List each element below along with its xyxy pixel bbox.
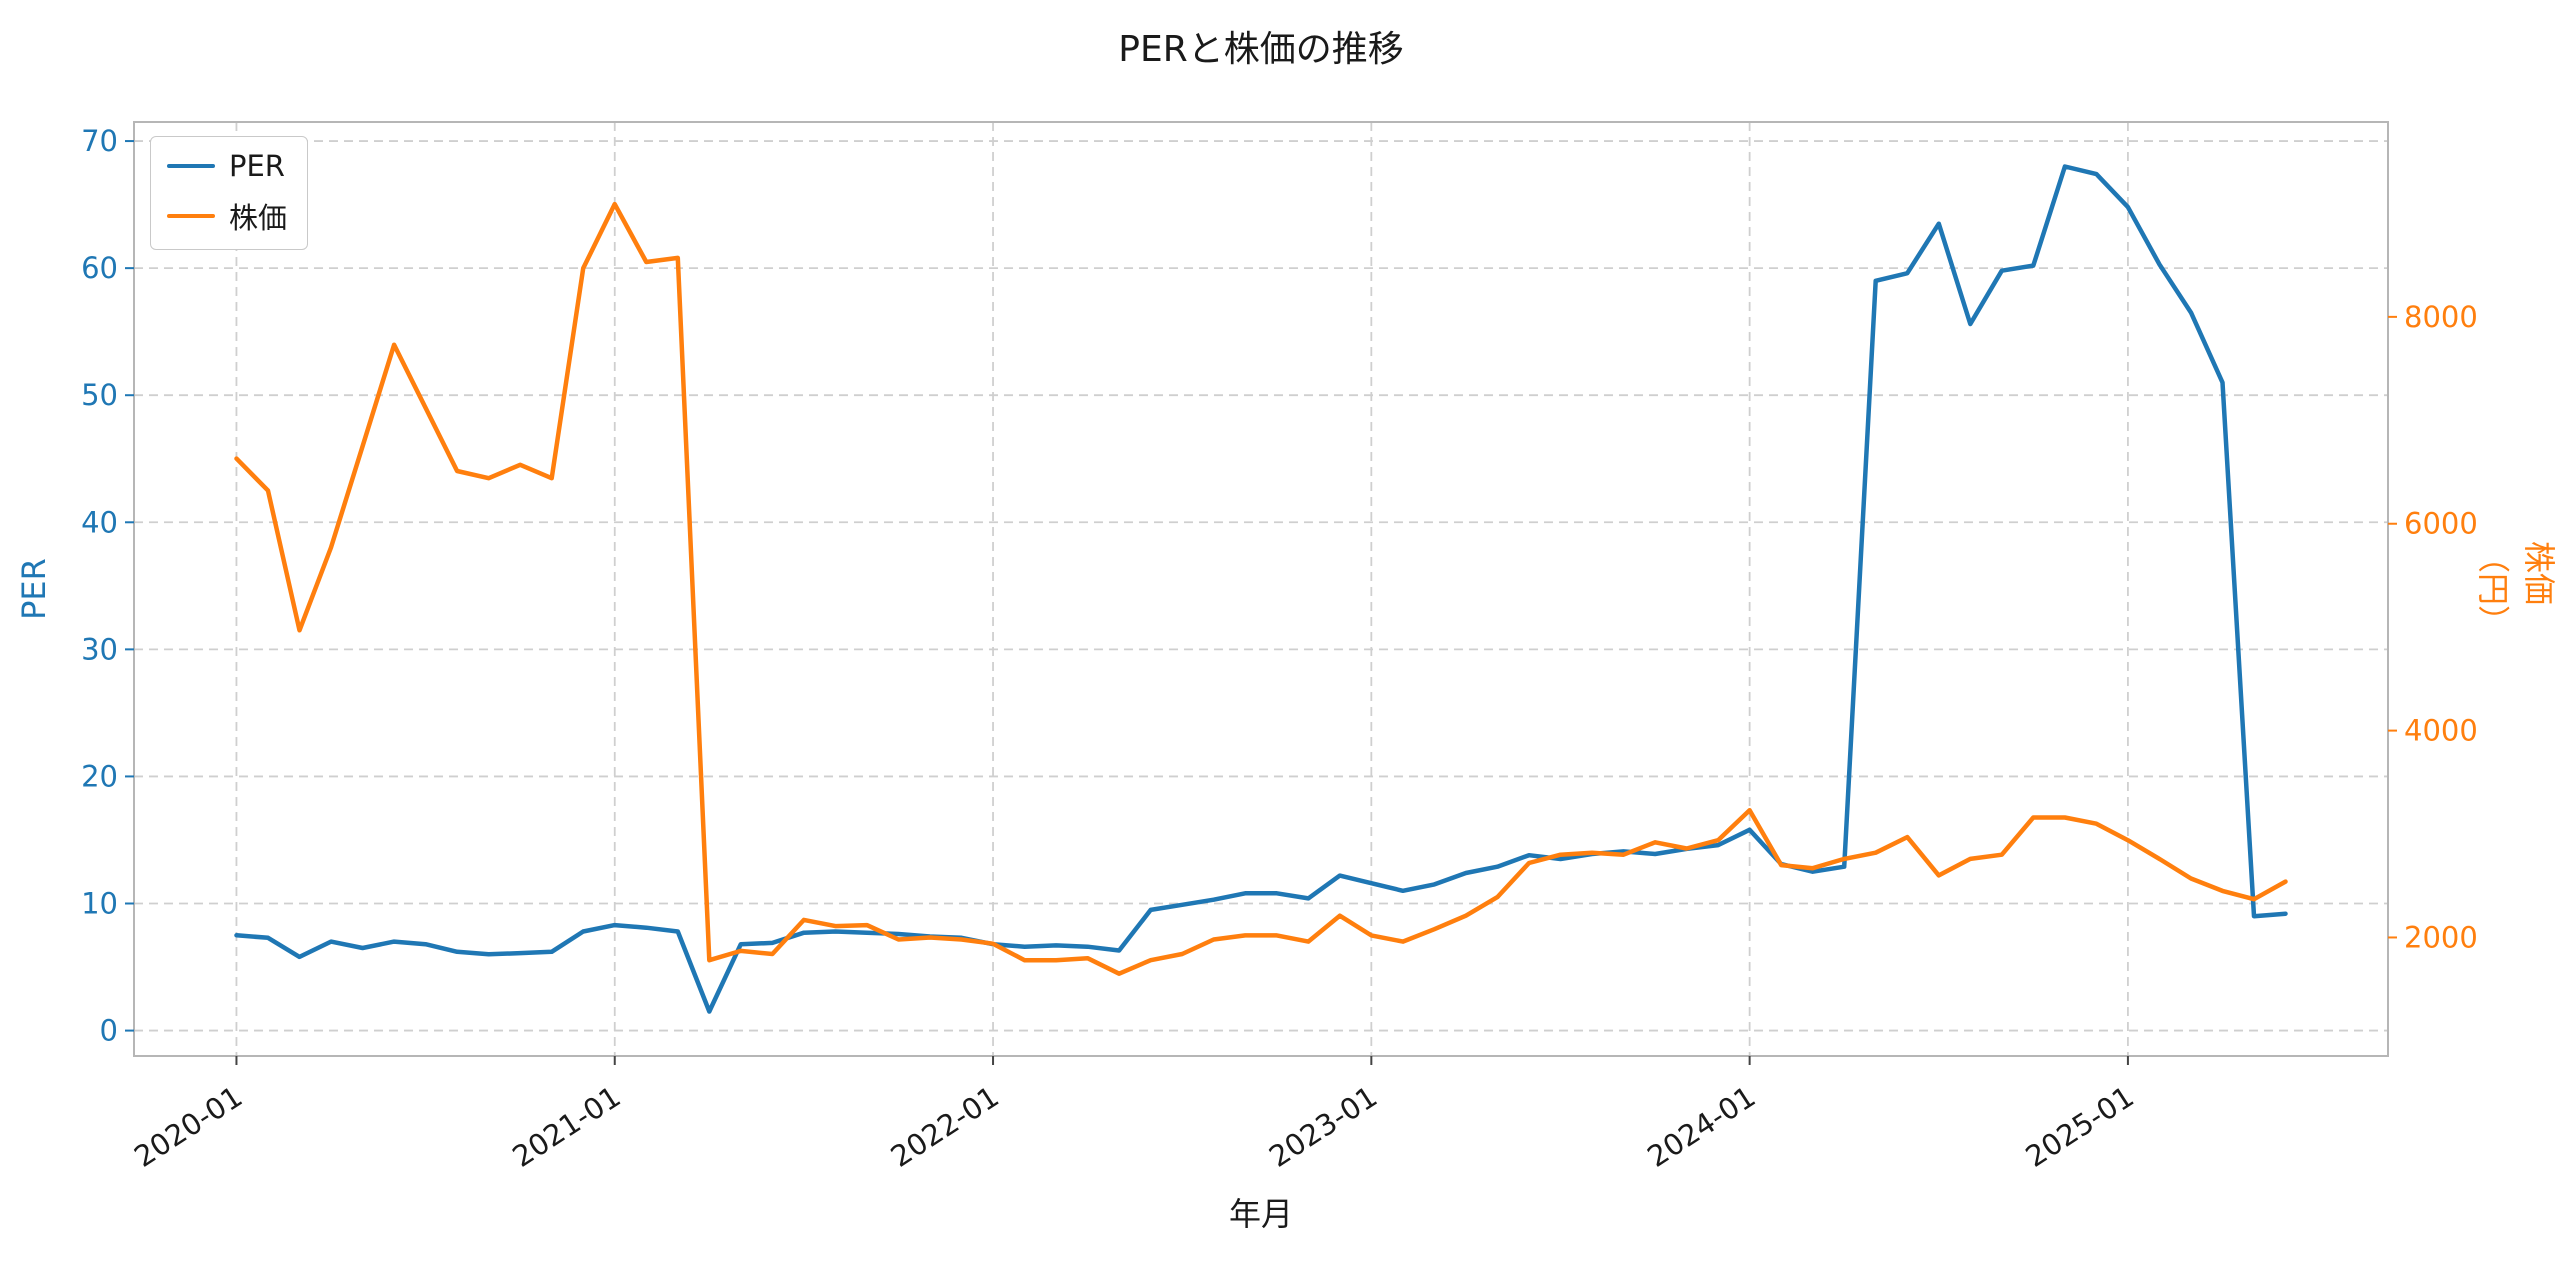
legend-label-per: PER bbox=[229, 149, 285, 183]
chart-title: PERと株価の推移 bbox=[1118, 29, 1404, 70]
per-line-swatch bbox=[167, 163, 215, 169]
y-tick-label-left: 50 bbox=[81, 378, 118, 412]
y-tick-label-left: 40 bbox=[81, 505, 118, 539]
kabuka-line bbox=[234, 201, 2288, 976]
per-line bbox=[234, 164, 2288, 1014]
y-tick-label-left: 60 bbox=[81, 251, 118, 285]
legend-entry-per: PER bbox=[167, 149, 287, 183]
kabuka-line-swatch bbox=[167, 213, 215, 219]
x-axis-label: 年月 bbox=[1228, 1195, 1294, 1233]
legend-entry-kabuka: 株価 bbox=[167, 195, 287, 237]
y-tick-label-left: 10 bbox=[81, 887, 118, 921]
y-tick-label-left: 70 bbox=[81, 124, 118, 158]
legend-label-kabuka: 株価 bbox=[229, 201, 288, 235]
y-tick-label-left: 20 bbox=[81, 759, 118, 793]
y-tick-label-right: 2000 bbox=[2404, 920, 2478, 954]
y-axis-label-right: 株価（円） bbox=[2474, 541, 2558, 638]
x-tick-label: 2022-01 bbox=[885, 1079, 1005, 1174]
y-tick-label-left: 30 bbox=[81, 632, 118, 666]
y-tick-label-right: 4000 bbox=[2404, 714, 2478, 748]
x-tick-label: 2025-01 bbox=[2020, 1079, 2140, 1174]
y-tick-label-right: 8000 bbox=[2404, 300, 2478, 334]
legend: PER 株価 bbox=[150, 136, 309, 250]
y-tick-label-left: 0 bbox=[100, 1014, 118, 1048]
x-tick-label: 2020-01 bbox=[128, 1079, 248, 1174]
y-axis-label-left: PER bbox=[15, 558, 53, 620]
x-tick-label: 2023-01 bbox=[1263, 1079, 1383, 1174]
x-tick-label: 2021-01 bbox=[506, 1079, 626, 1174]
y-tick-label-right: 6000 bbox=[2404, 507, 2478, 541]
plot-border bbox=[133, 121, 2389, 1057]
x-tick-label: 2024-01 bbox=[1641, 1079, 1761, 1174]
